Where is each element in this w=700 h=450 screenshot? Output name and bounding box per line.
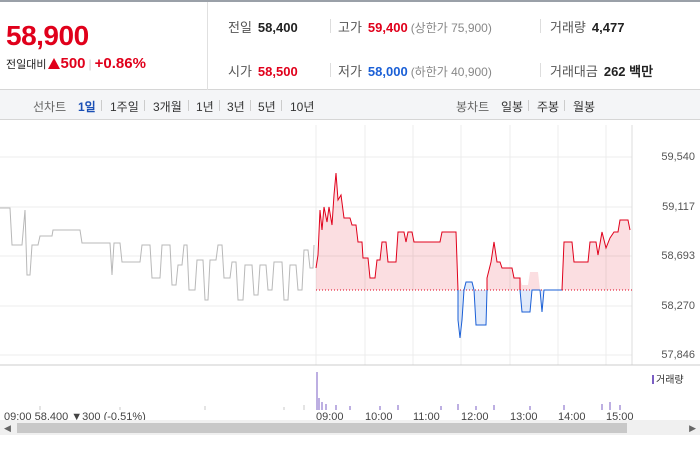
today-up-line-2	[486, 241, 521, 290]
volume-legend: 거래량	[652, 371, 684, 386]
scroll-thumb[interactable]	[17, 423, 627, 433]
change-value: 500	[60, 55, 86, 72]
stat-open: 시가 58,500	[228, 64, 298, 79]
volume-bars	[316, 372, 621, 410]
tab-10year[interactable]: 10년	[290, 100, 315, 114]
tab-3year[interactable]: 3년	[227, 100, 245, 114]
change-label: 전일대비	[6, 59, 47, 71]
price-chart	[0, 125, 700, 410]
today-up-line-3	[561, 219, 631, 291]
prev-day-line	[0, 207, 315, 301]
scroll-left-icon[interactable]: ◀	[4, 423, 11, 433]
stat-low: 저가 58,000 (하한가 40,900)	[338, 64, 492, 79]
change-rate: +0.86%	[94, 55, 146, 72]
y-tick-3: 58,693	[661, 250, 695, 262]
grid	[0, 125, 632, 365]
down-area	[458, 282, 487, 338]
candle-chart-label: 봉차트	[456, 100, 490, 114]
y-tick-1: 59,540	[661, 151, 695, 163]
tab-3month[interactable]: 3개월	[153, 100, 182, 114]
tab-1day[interactable]: 1일	[78, 100, 96, 114]
tab-1year[interactable]: 1년	[196, 100, 214, 114]
quote-summary: 58,900 전일대비 500 | +0.86% 전일 58,400 고가 59,400(…	[0, 0, 700, 90]
stat-prev-close: 전일 58,400	[228, 20, 298, 35]
down-area-2	[520, 290, 544, 312]
stat-volume: 거래량 4,477	[550, 20, 625, 35]
up-triangle-icon	[48, 58, 61, 69]
y-tick-4: 58,270	[661, 300, 695, 312]
today-up-line	[315, 172, 459, 291]
tab-5year[interactable]: 5년	[258, 100, 276, 114]
horizontal-scrollbar[interactable]: ◀ ▶	[0, 420, 700, 435]
today-down-line-2	[519, 289, 562, 313]
stat-high: 고가 59,400 (상한가 75,900)	[338, 20, 492, 35]
line-chart-label: 선차트	[33, 100, 67, 114]
up-area-3	[562, 220, 630, 290]
volume-legend-swatch	[652, 375, 654, 384]
price-change: 전일대비 500 | +0.86%	[6, 55, 146, 72]
current-price: 58,900	[6, 20, 89, 51]
prev-volume-bars	[39, 405, 305, 410]
tab-1week[interactable]: 1주일	[110, 100, 139, 114]
today-down-line	[457, 281, 488, 339]
y-tick-2: 59,117	[662, 201, 695, 213]
tab-weekly-candle[interactable]: 주봉	[537, 100, 560, 114]
price-box: 58,900 전일대비 500 | +0.86%	[0, 2, 208, 90]
divider: |	[88, 57, 92, 71]
up-area-2	[487, 242, 540, 290]
scroll-right-icon[interactable]: ▶	[689, 423, 696, 433]
tab-daily-candle[interactable]: 일봉	[501, 100, 524, 114]
y-tick-5: 57,846	[661, 349, 695, 361]
tab-monthly-candle[interactable]: 월봉	[573, 100, 596, 114]
stat-trade-value: 거래대금 262 백만	[550, 64, 654, 79]
up-area	[316, 173, 458, 290]
chart-tabs: 선차트 1일 1주일 3개월 1년 3년 5년 10년 봉차트 일봉 주봉 월봉	[0, 90, 700, 120]
